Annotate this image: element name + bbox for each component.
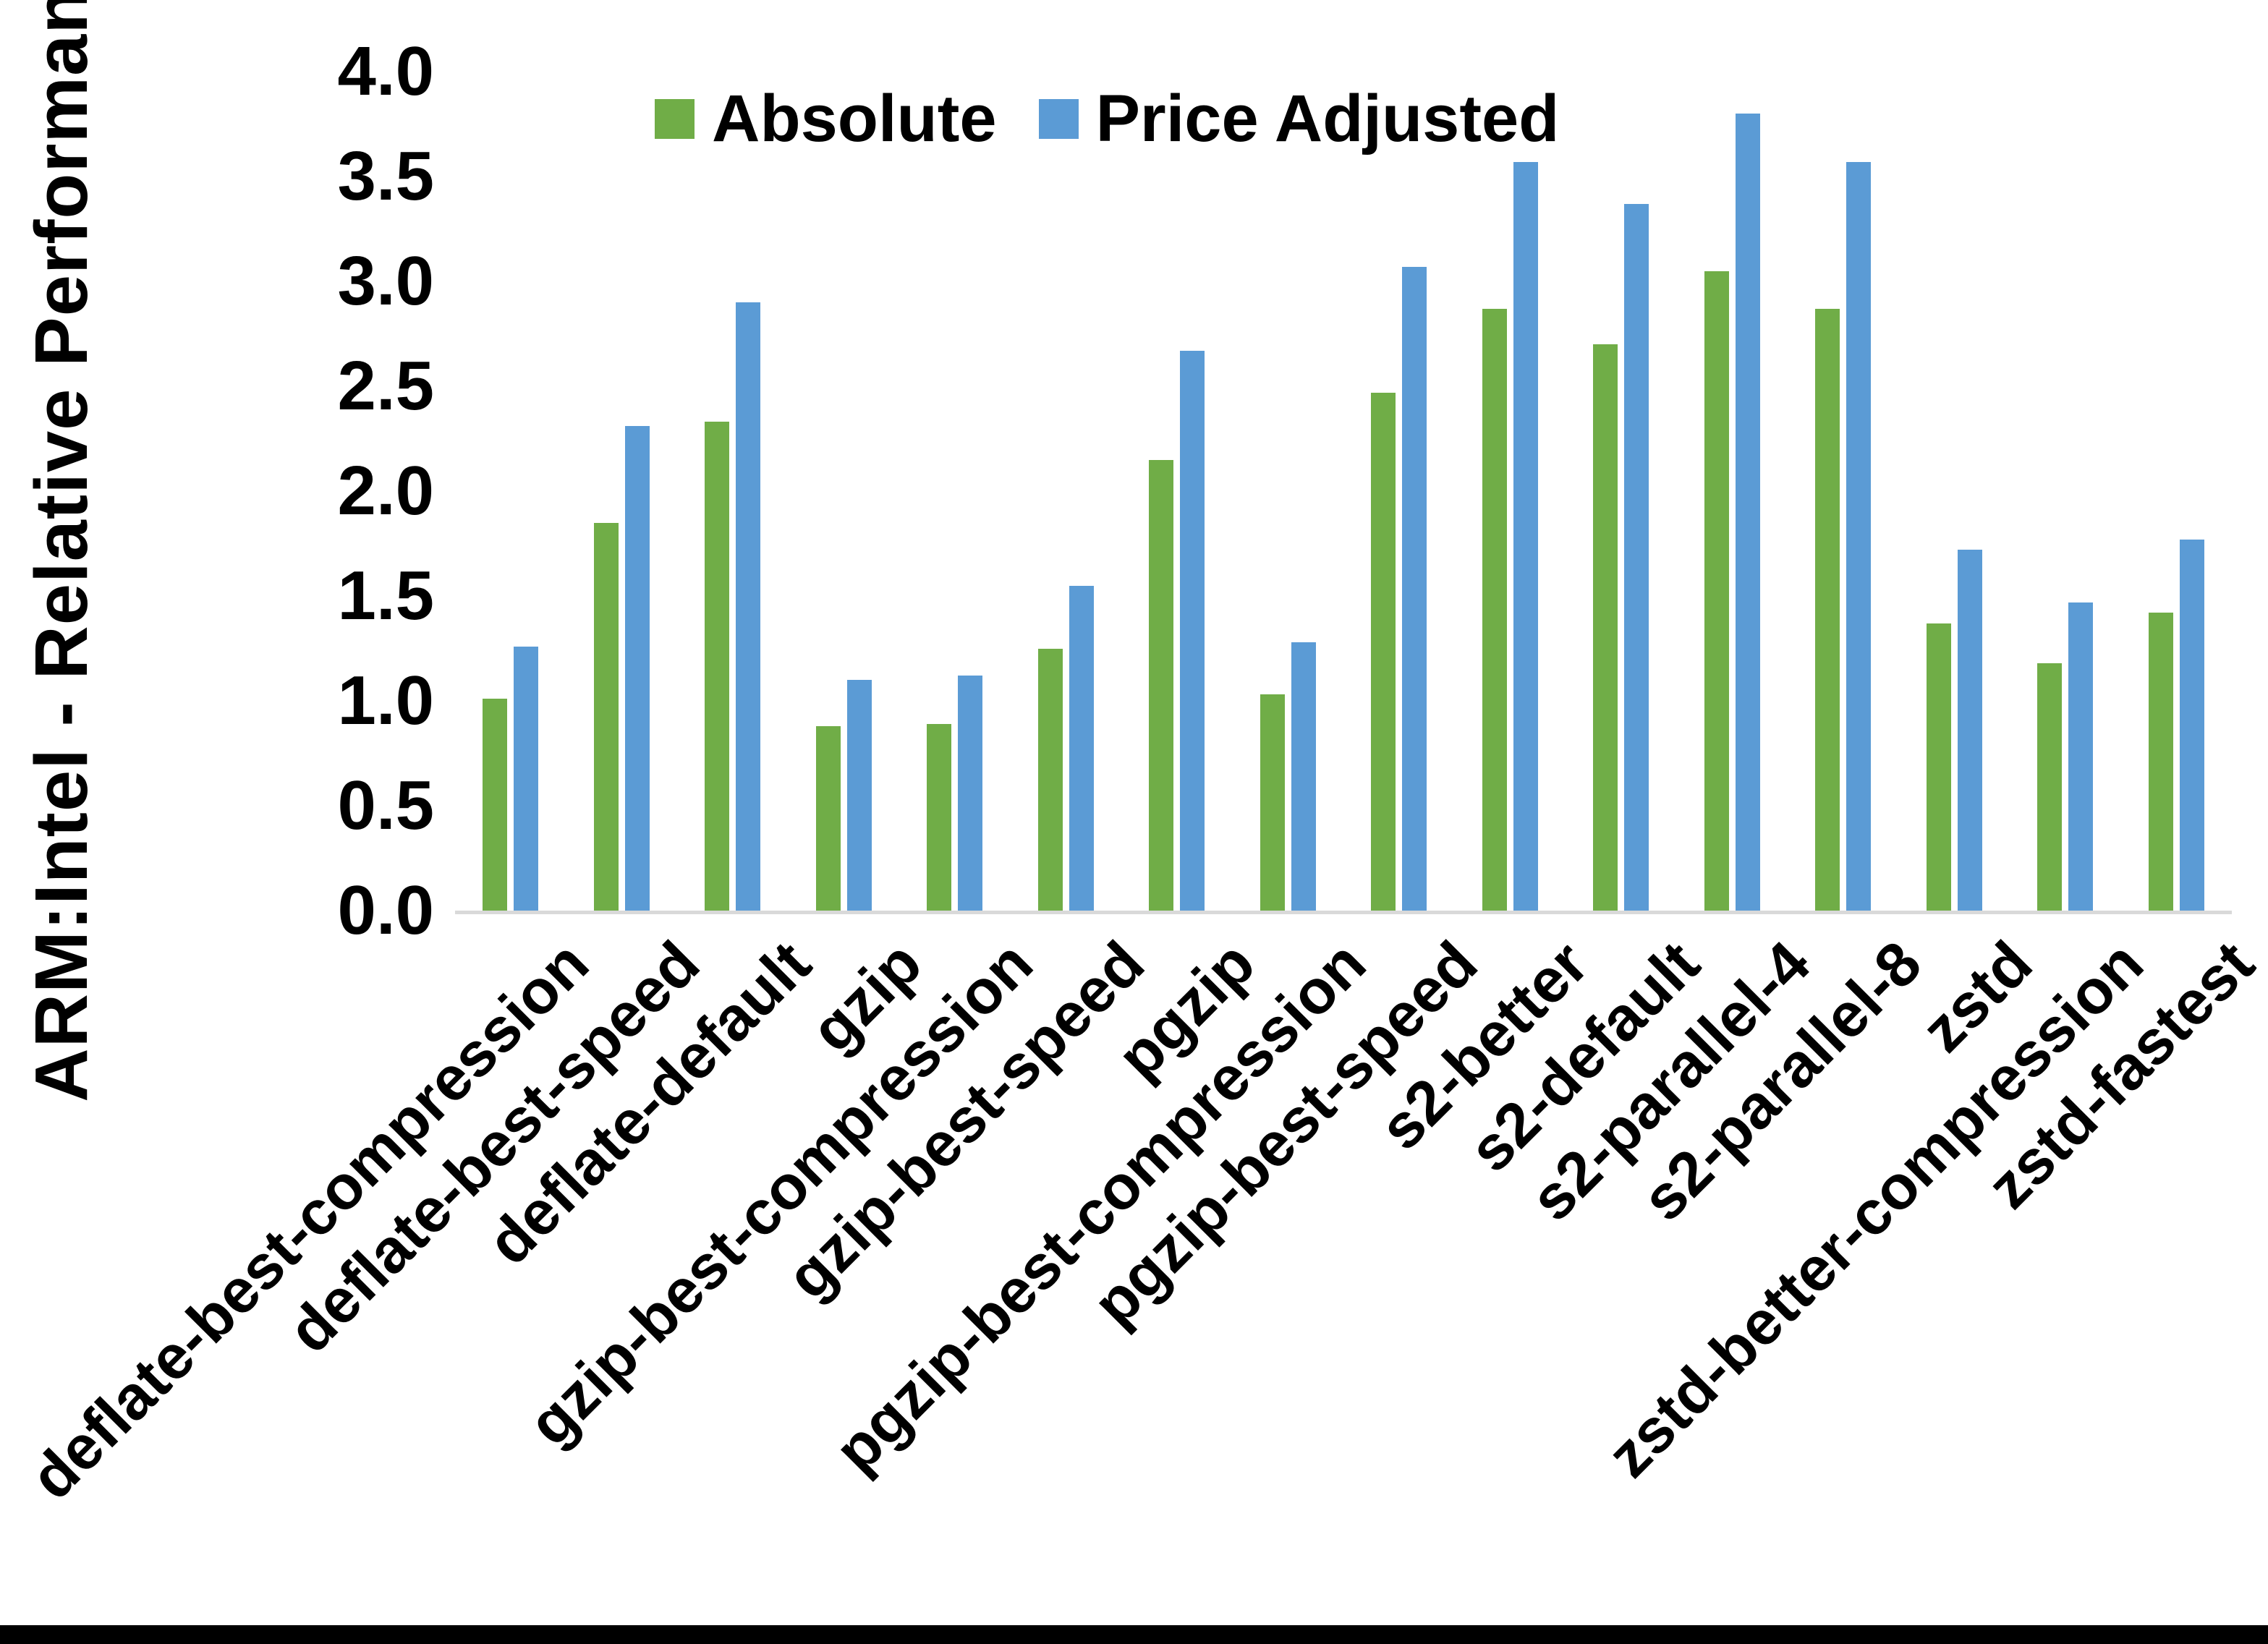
bar-absolute <box>1815 308 1840 911</box>
bar-absolute <box>705 422 730 911</box>
bar-group-zstd-fastest: zstd-fastest <box>1974 72 2268 1222</box>
plot-area: deflate-best-compression deflate-best-spe… <box>17 72 2268 1512</box>
bar-price-adjusted <box>514 646 539 911</box>
bar-group-s2-parallel-4: s2-parallel-4 <box>1518 72 1824 1234</box>
y-tick-label: 0.5 <box>337 767 434 844</box>
bar-absolute <box>1593 344 1618 911</box>
y-tick-label: 2.0 <box>337 452 434 529</box>
bar-group-deflate-best-compression: deflate-best-compression <box>17 72 602 1512</box>
y-axis-tick-labels: 0.0 0.5 1.0 1.5 2.0 2.5 3.0 3.5 4.0 <box>0 37 434 945</box>
bar-price-adjusted <box>736 302 761 911</box>
bar-group-deflate-default: deflate-default <box>475 72 824 1278</box>
bar-absolute <box>593 522 619 911</box>
bar-absolute <box>2037 663 2063 911</box>
bar-price-adjusted <box>1735 114 1760 911</box>
y-tick-label: 3.0 <box>337 242 434 320</box>
bar-price-adjusted <box>1291 642 1316 911</box>
bar-group-pgzip: pgzip <box>1104 72 1268 1092</box>
y-tick-label: 0.0 <box>337 872 434 949</box>
bar-group-gzip-best-speed: gzip-best-speed <box>773 72 1158 1312</box>
legend: Absolute Price Adjusted <box>655 85 1559 152</box>
legend-marker-absolute-icon <box>655 98 695 139</box>
bar-group-gzip: gzip <box>789 72 935 1065</box>
bar-absolute <box>483 699 508 911</box>
y-tick-label: 1.5 <box>337 557 434 634</box>
y-tick-label: 1.0 <box>337 662 434 739</box>
bar-group-pgzip-best-compression: pgzip-best-compression <box>822 72 1380 1486</box>
bar-price-adjusted <box>1624 203 1649 911</box>
bar-absolute <box>1704 271 1729 911</box>
bar-group-pgzip-best-speed: pgzip-best-speed <box>1079 72 1490 1339</box>
bar-absolute <box>1037 648 1063 911</box>
bar-price-adjusted <box>846 680 872 911</box>
bar-group-deflate-best-speed: deflate-best-speed <box>275 72 713 1366</box>
legend-item-absolute: Absolute <box>655 85 997 152</box>
y-tick-label: 4.0 <box>337 33 434 110</box>
bar-absolute <box>1260 694 1285 911</box>
bar-price-adjusted <box>624 426 650 911</box>
legend-label-absolute: Absolute <box>712 82 997 156</box>
bottom-edge-bar <box>0 1625 2268 1644</box>
bar-price-adjusted <box>1513 161 1538 911</box>
bar-absolute <box>1371 392 1396 911</box>
bar-absolute <box>815 725 841 911</box>
bar-price-adjusted <box>1069 585 1094 911</box>
bar-group-gzip-best-compression: gzip-best-compression <box>516 72 1046 1459</box>
y-tick-label: 2.5 <box>337 347 434 425</box>
bar-price-adjusted <box>1402 266 1427 911</box>
bar-absolute <box>1482 308 1507 911</box>
bar-price-adjusted <box>1957 550 1982 911</box>
bar-group-zstd: zstd <box>1899 72 2046 1065</box>
bar-group-s2-better: s2-better <box>1367 72 1602 1163</box>
legend-marker-price-adjusted-icon <box>1038 98 1079 139</box>
legend-label-price-adjusted: Price Adjusted <box>1095 82 1560 156</box>
y-tick-label: 3.5 <box>337 137 434 215</box>
bar-group-s2-parallel-8: s2-parallel-8 <box>1628 72 1934 1234</box>
bar-absolute <box>1149 459 1174 911</box>
bar-price-adjusted <box>2068 602 2094 911</box>
bar-price-adjusted <box>1846 161 1872 911</box>
bar-price-adjusted <box>1180 350 1205 911</box>
legend-item-price-adjusted: Price Adjusted <box>1038 82 1560 156</box>
bar-group-s2-default: s2-default <box>1456 72 1712 1185</box>
bar-absolute <box>2148 613 2173 911</box>
bar-group-zstd-better-compression: zstd-better-compression <box>1594 72 2157 1491</box>
bar-price-adjusted <box>2179 539 2204 911</box>
bar-absolute <box>1926 623 1951 911</box>
bar-price-adjusted <box>958 676 983 911</box>
bar-absolute <box>927 723 952 911</box>
